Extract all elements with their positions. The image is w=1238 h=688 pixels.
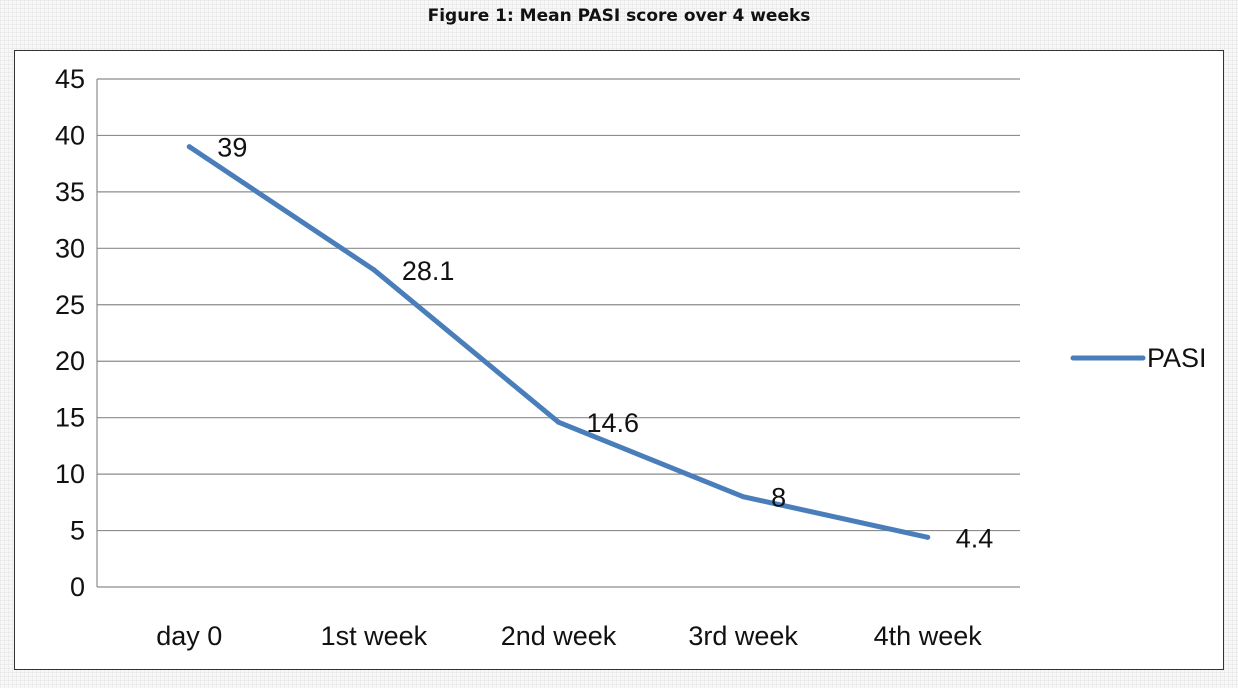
data-point [925,534,931,540]
y-tick-label: 30 [55,233,85,263]
x-category-label: day 0 [156,621,222,651]
gridlines [96,78,1020,588]
y-tick-label: 40 [55,120,85,150]
data-point [556,419,561,425]
data-point [740,494,746,500]
x-axis-categories: day 0 1st week 2nd week 3rd week 4th week [156,621,982,651]
x-category-label: 2nd week [501,621,617,651]
y-tick-label: 5 [70,516,85,546]
y-axis-ticks: 0 5 10 15 20 25 30 35 40 45 [55,64,85,602]
y-tick-label: 20 [55,346,85,376]
figure-title: Figure 1: Mean PASI score over 4 weeks [427,6,811,26]
x-category-label: 1st week [321,621,428,651]
data-label: 28.1 [402,256,455,286]
series-layer [186,144,931,540]
data-label: 4.4 [956,523,994,553]
data-point [186,144,192,150]
data-point [371,267,377,273]
series-line-pasi [186,144,931,540]
x-category-label: 4th week [874,621,983,651]
y-tick-label: 0 [70,572,85,602]
line-chart: 0 5 10 15 20 25 30 35 40 45 day 0 1st week 2nd week… [55,64,1207,651]
data-label: 14.6 [587,408,640,438]
y-tick-label: 25 [55,290,85,320]
y-tick-label: 15 [55,403,85,433]
y-tick-label: 45 [55,64,85,94]
data-label: 8 [771,483,786,513]
data-labels: 39 28.1 14.6 8 4.4 [217,133,993,554]
x-category-label: 3rd week [688,621,798,651]
legend: PASI [1070,343,1207,373]
data-label: 39 [217,133,247,163]
y-tick-label: 10 [55,459,85,489]
chart-frame: 0 5 10 15 20 25 30 35 40 45 day 0 1st week 2nd week… [14,50,1224,670]
y-tick-label: 35 [55,177,85,207]
legend-label: PASI [1147,343,1207,373]
